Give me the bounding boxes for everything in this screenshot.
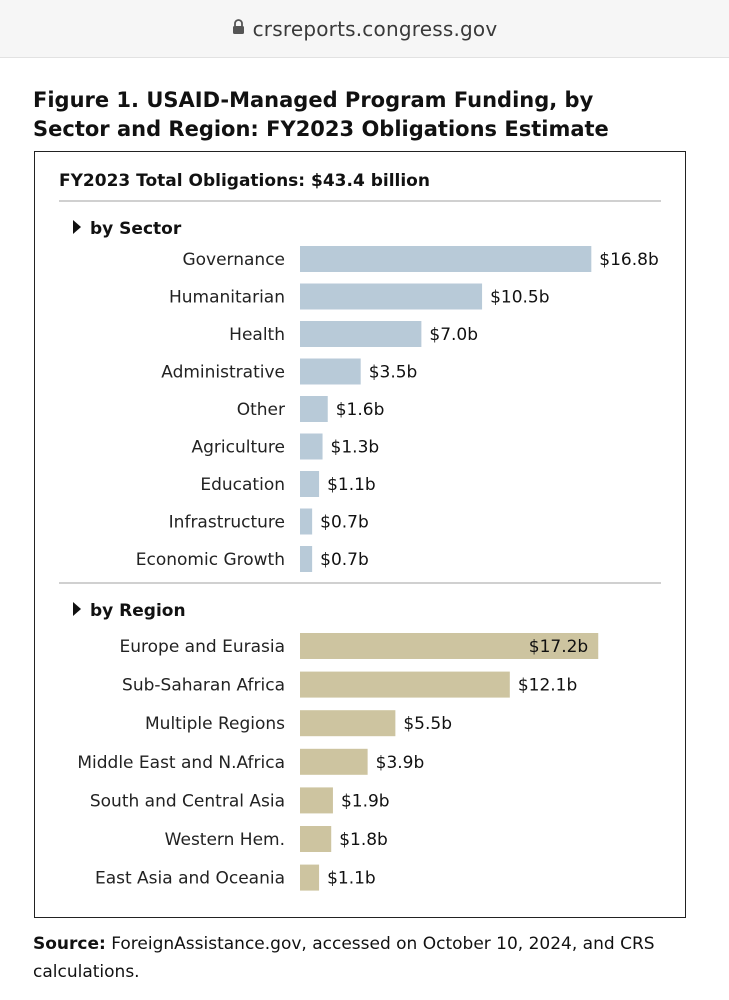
chart-frame: FY2023 Total Obligations: $43.4 billion b…: [34, 151, 686, 918]
category-label: Multiple Regions: [145, 714, 285, 734]
category-label: Health: [229, 325, 285, 345]
bar: [300, 710, 396, 737]
triangle-right-icon: [73, 220, 81, 234]
bar: [300, 508, 313, 535]
data-label: $10.5b: [490, 288, 549, 308]
category-label: East Asia and Oceania: [95, 869, 285, 889]
url-text: crsreports.congress.gov: [252, 16, 498, 41]
chart: FY2023 Total Obligations: $43.4 billion b…: [59, 171, 661, 891]
data-label: $0.7b: [320, 550, 369, 570]
bar: [300, 471, 320, 497]
data-label: $1.8b: [339, 830, 388, 850]
source-label: Source:: [33, 934, 106, 954]
category-label: Governance: [182, 250, 285, 270]
data-label: $3.5b: [369, 363, 418, 383]
triangle-right-icon: [73, 602, 81, 616]
data-label: $17.2b: [529, 637, 588, 657]
bar: [300, 864, 320, 891]
data-label: $1.3b: [331, 438, 380, 458]
bar: [300, 748, 368, 775]
category-label: South and Central Asia: [90, 791, 285, 811]
category-label: Western Hem.: [165, 830, 285, 850]
source-note: Source: ForeignAssistance.gov, accessed …: [33, 930, 713, 986]
bar: [300, 826, 332, 852]
bar: [300, 633, 599, 659]
category-label: Education: [200, 475, 285, 495]
category-label: Other: [237, 400, 285, 420]
category-label: Infrastructure: [169, 513, 285, 533]
data-label: $16.8b: [599, 250, 658, 270]
data-label: $3.9b: [376, 753, 425, 773]
group-header-by-region: by Region: [90, 601, 186, 621]
figure-title: Figure 1. USAID-Managed Program Funding,…: [33, 86, 703, 144]
category-label: Humanitarian: [169, 288, 285, 308]
group-header-by-sector: by Sector: [90, 219, 182, 239]
lock-icon: [232, 18, 245, 39]
category-label: Economic Growth: [136, 550, 285, 570]
data-label: $1.1b: [327, 475, 376, 495]
bar: [300, 283, 483, 310]
figure-title-line1: Figure 1. USAID-Managed Program Funding,…: [33, 88, 594, 112]
category-label: Sub-Saharan Africa: [122, 676, 285, 696]
data-label: $1.1b: [327, 869, 376, 889]
data-label: $5.5b: [403, 714, 452, 734]
bar: [300, 671, 510, 698]
data-label: $12.1b: [518, 676, 577, 696]
bar: [300, 321, 422, 347]
data-label: $1.6b: [336, 400, 385, 420]
figure-title-line2: Sector and Region: FY2023 Obligations Es…: [33, 117, 609, 141]
category-label: Agriculture: [192, 438, 286, 458]
data-label: $1.9b: [341, 791, 390, 811]
bar: [300, 546, 313, 572]
chart-title: FY2023 Total Obligations: $43.4 billion: [59, 171, 430, 191]
bar: [300, 246, 592, 272]
category-label: Middle East and N.Africa: [77, 753, 285, 773]
data-label: $7.0b: [429, 325, 478, 345]
category-label: Administrative: [161, 363, 285, 383]
bar: [300, 433, 323, 460]
bar: [300, 358, 361, 385]
category-label: Europe and Eurasia: [120, 637, 286, 657]
browser-address-bar[interactable]: crsreports.congress.gov: [0, 0, 729, 58]
source-text: ForeignAssistance.gov, accessed on Octob…: [33, 934, 655, 982]
bar: [300, 396, 328, 422]
data-label: $0.7b: [320, 513, 369, 533]
bar: [300, 787, 333, 814]
